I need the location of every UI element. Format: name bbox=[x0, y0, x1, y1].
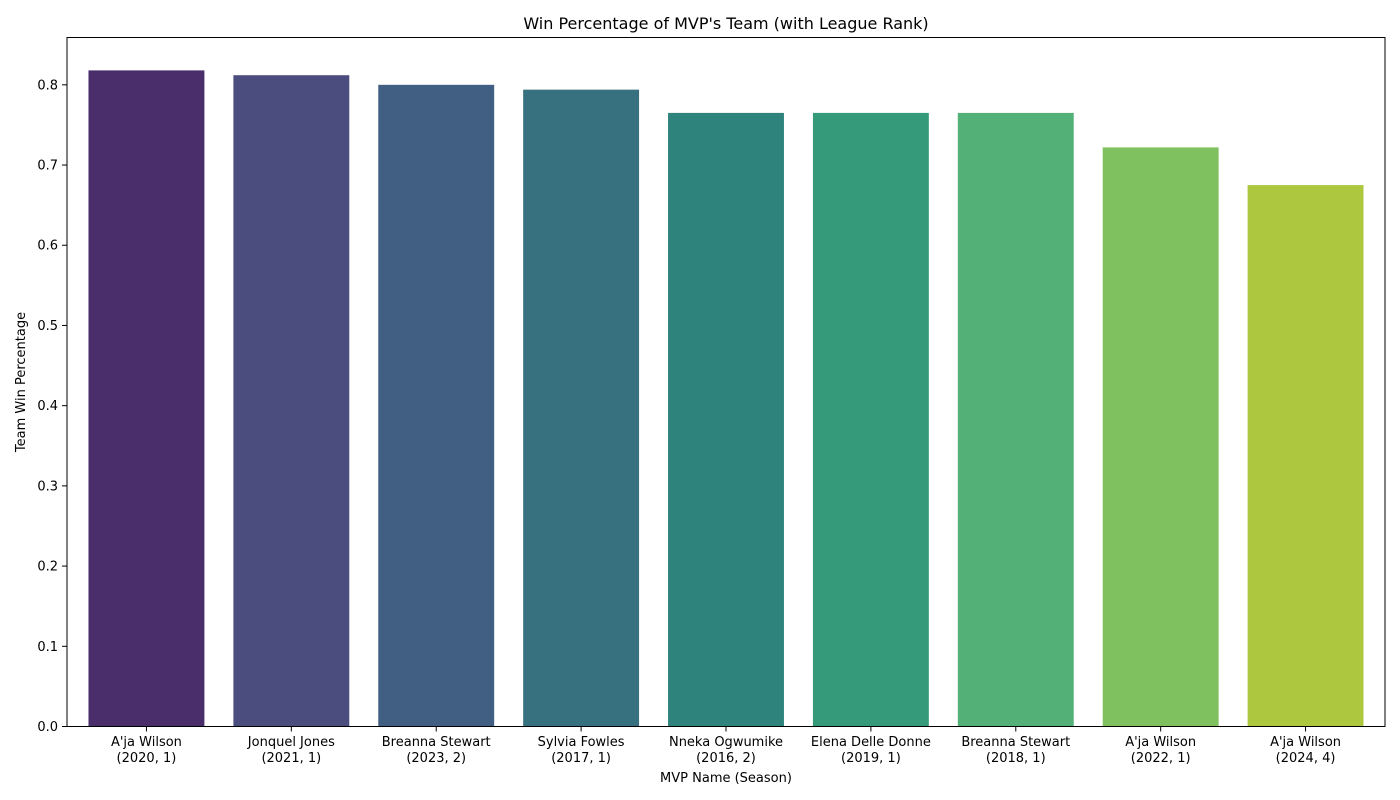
y-tick-label: 0.3 bbox=[37, 479, 58, 494]
y-tick-label: 0.1 bbox=[37, 640, 58, 655]
bar-4 bbox=[523, 89, 640, 727]
bar-6 bbox=[812, 112, 929, 727]
y-tick-label: 0.4 bbox=[37, 399, 58, 414]
y-tick-label: 0.8 bbox=[37, 78, 58, 93]
x-tick-label-name: A'ja Wilson bbox=[1270, 735, 1341, 750]
bar-9 bbox=[1247, 185, 1364, 727]
y-tick-label: 0.5 bbox=[37, 319, 58, 334]
y-axis-label: Team Win Percentage bbox=[14, 312, 29, 453]
x-tick-label-detail: (2017, 1) bbox=[551, 751, 611, 766]
x-tick-label-name: A'ja Wilson bbox=[111, 735, 182, 750]
chart-title: Win Percentage of MVP's Team (with Leagu… bbox=[523, 14, 928, 33]
x-tick-label-detail: (2018, 1) bbox=[986, 751, 1046, 766]
bar-3 bbox=[378, 84, 495, 727]
x-tick-label-detail: (2024, 4) bbox=[1276, 751, 1336, 766]
x-tick-label-name: Breanna Stewart bbox=[961, 735, 1070, 750]
bar-8 bbox=[1102, 147, 1219, 727]
bar-2 bbox=[233, 75, 350, 727]
x-axis: A'ja Wilson(2020, 1)Jonquel Jones(2021, … bbox=[111, 726, 1341, 766]
bar-1 bbox=[88, 70, 205, 727]
x-tick-label-detail: (2021, 1) bbox=[261, 751, 321, 766]
x-tick-label-detail: (2020, 1) bbox=[117, 751, 177, 766]
x-tick-label-name: Nneka Ogwumike bbox=[669, 735, 783, 750]
y-tick-label: 0.7 bbox=[37, 159, 58, 174]
x-tick-label-detail: (2019, 1) bbox=[841, 751, 901, 766]
x-tick-label-name: Breanna Stewart bbox=[382, 735, 491, 750]
bar-7 bbox=[957, 112, 1074, 727]
x-tick-label-detail: (2022, 1) bbox=[1131, 751, 1191, 766]
bar-5 bbox=[668, 112, 784, 727]
x-tick-label-name: Elena Delle Donne bbox=[811, 735, 931, 750]
x-tick-label-name: A'ja Wilson bbox=[1125, 735, 1196, 750]
x-tick-label-detail: (2023, 2) bbox=[406, 751, 466, 766]
x-axis-label: MVP Name (Season) bbox=[660, 771, 792, 786]
y-axis: 0.0 0.1 0.2 0.3 0.4 0.5 0.6 0.7 0.8 bbox=[37, 78, 67, 735]
y-tick-label: 0.0 bbox=[37, 720, 58, 735]
x-tick-label-name: Sylvia Fowles bbox=[538, 735, 625, 750]
y-tick-label: 0.6 bbox=[37, 239, 58, 254]
x-tick-label-detail: (2016, 2) bbox=[696, 751, 756, 766]
x-tick-label-name: Jonquel Jones bbox=[247, 735, 335, 750]
y-tick-label: 0.2 bbox=[37, 560, 58, 575]
bars-group bbox=[88, 70, 1364, 727]
